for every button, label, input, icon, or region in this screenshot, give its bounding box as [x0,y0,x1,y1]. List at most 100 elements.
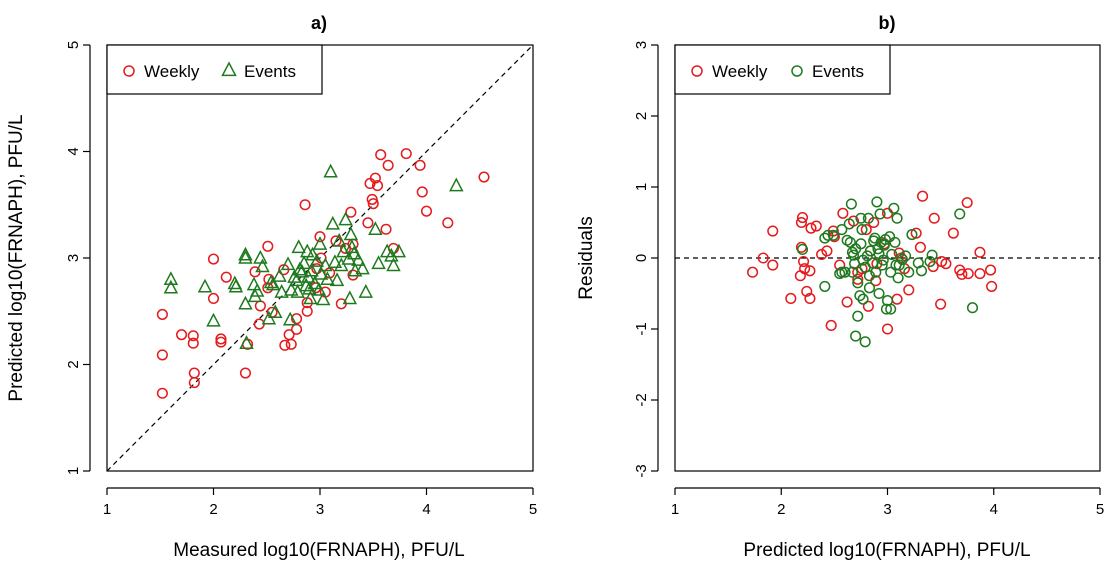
data-point-circle [841,234,853,246]
data-point-circle [914,241,926,253]
data-point-triangle [358,284,374,298]
data-point-triangle [255,258,270,273]
data-point-circle [767,225,779,237]
x-tick-label: 4 [422,501,430,518]
data-point-circle [291,323,303,335]
data-point-triangle [323,163,338,178]
data-point-circle [478,171,490,183]
data-point-circle [804,292,816,305]
data-point-circle [856,224,868,236]
y-tick-label: 1 [65,467,82,475]
data-point-circle [917,190,929,202]
series-weekly [747,190,998,335]
data-point-circle [878,239,890,251]
y-tick-label: 2 [633,112,650,120]
data-point-triangle [327,254,343,268]
data-point-circle [852,273,864,285]
data-point-circle [903,284,915,296]
data-point-circle [801,285,813,297]
data-point-circle [794,270,806,282]
data-point-circle [871,196,883,208]
data-point-circle [215,336,227,348]
x-tick-label: 2 [777,501,785,518]
data-point-circle [156,349,168,361]
data-point-circle [893,259,905,271]
legend-box [106,44,323,95]
data-point-circle [852,277,864,289]
data-point-circle [795,216,807,229]
data-point-triangle [371,255,386,270]
data-point-circle [301,305,313,317]
data-point-circle [291,313,303,325]
data-point-circle [872,243,884,255]
data-point-circle [900,250,912,262]
data-point-circle [860,224,872,236]
data-point-circle [876,259,888,271]
legend-weekly-label: Weekly [144,62,200,81]
x-axis-label: Predicted log10(FRNAPH), PFU/L [743,540,1030,561]
data-point-circle [836,224,848,236]
data-point-circle [940,258,952,270]
legend-events-label: Events [812,62,864,81]
data-point-circle [822,229,834,241]
y-tick-label: 1 [633,183,650,191]
data-point-circle [896,253,908,265]
data-point-circle [890,259,902,271]
y-tick-label: -3 [633,464,650,477]
legend-weekly-marker [691,65,703,77]
data-point-circle [877,254,889,266]
data-point-triangle [449,177,464,192]
data-point-circle [928,212,940,224]
data-point-circle [886,248,898,260]
data-point-triangle [313,265,329,280]
data-point-circle [747,266,759,278]
legend: Weekly Events [106,44,323,95]
data-point-circle [893,247,905,259]
data-point-triangle [197,278,213,293]
data-point-circle [420,205,433,217]
y-tick-label: -2 [633,393,650,406]
data-point-circle [839,266,851,278]
legend-events-marker [791,65,803,77]
data-point-circle [850,330,862,342]
data-point-circle [974,268,986,280]
data-point-circle [863,270,875,282]
data-point-triangle [294,263,310,278]
data-point-circle [156,387,168,399]
data-point-circle [254,300,266,312]
data-point-circle [855,238,867,250]
data-point-circle [367,198,379,210]
data-point-triangle [329,272,345,287]
data-point-triangle [284,281,299,296]
data-point-circle [834,259,846,271]
data-point-circle [285,338,297,350]
data-point-circle [767,259,779,271]
data-point-triangle [274,284,289,298]
data-point-circle [962,268,974,280]
y-tick-label: 5 [65,41,82,49]
data-point-circle [400,148,412,160]
data-point-circle [796,243,809,256]
data-point-circle [414,159,426,171]
data-point-circle [891,293,903,305]
data-point-circle [757,252,769,264]
data-point-circle [847,249,860,261]
data-point-circle [926,249,938,261]
data-point-triangle [228,278,244,293]
y-tick-label: 3 [633,41,650,49]
data-point-circle [188,367,200,379]
data-point-circle [854,290,866,302]
y-tick-label: 3 [65,254,82,262]
data-point-circle [176,329,188,341]
data-point-triangle [391,243,407,258]
data-point-triangle [238,249,253,264]
x-axis-label: Measured log10(FRNAPH), PFU/L [173,540,464,561]
data-point-circle [207,292,220,305]
data-point-circle [874,208,886,220]
data-point-triangle [253,249,268,264]
data-point-circle [881,323,894,335]
data-point-circle [841,296,853,308]
x-tick-label: 3 [883,501,891,518]
data-point-circle [880,303,892,315]
